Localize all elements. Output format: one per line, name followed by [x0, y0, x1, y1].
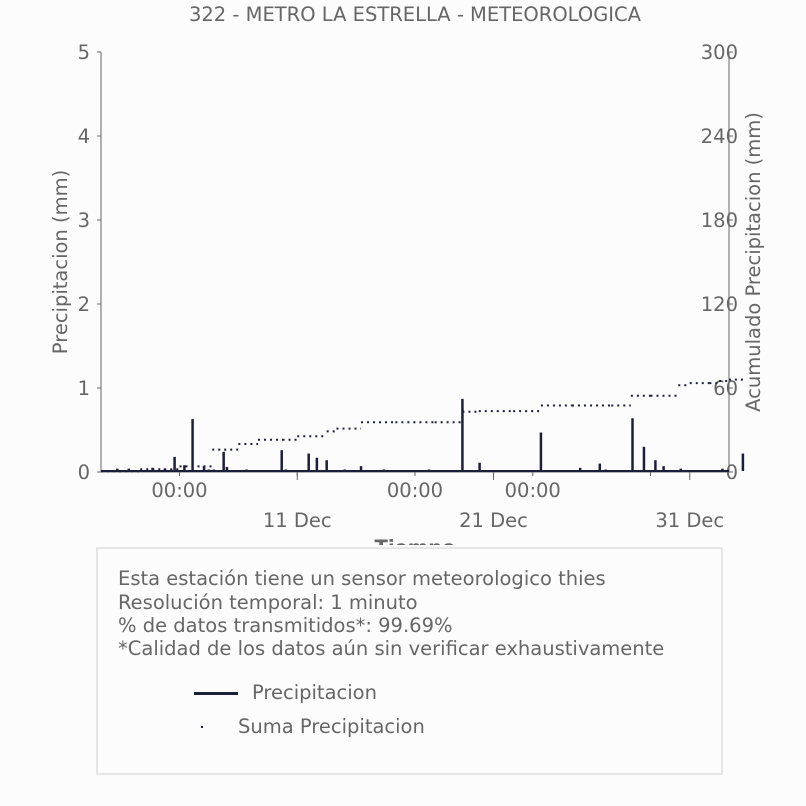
- legend-precipitacion: Precipitacion: [252, 681, 377, 704]
- y-tick-label-left: 3: [78, 209, 90, 232]
- x-tick-label-minor: 00:00: [151, 479, 207, 502]
- x-tick-label-minor: 00:00: [387, 479, 443, 502]
- series-layer: [101, 378, 745, 473]
- x-tick-label-major: 11 Dec: [263, 509, 332, 532]
- temporal-resolution-text: Resolución temporal: 1 minuto: [118, 591, 418, 614]
- quality-note-text: *Calidad de los datos aún sin verificar …: [118, 637, 665, 660]
- chart-title: 322 - METRO LA ESTRELLA - METEOROLOGICA: [189, 3, 642, 26]
- y-tick-label-right: 60: [713, 377, 738, 400]
- y-tick-label-right: 0: [726, 461, 738, 484]
- x-tick-label-minor: 00:00: [505, 479, 561, 502]
- legend-suma-precipitacion: Suma Precipitacion: [238, 715, 425, 738]
- x-tick-label-major: 21 Dec: [459, 509, 528, 532]
- y-tick-label-left: 0: [78, 461, 90, 484]
- precipitation-chart: 322 - METRO LA ESTRELLA - METEOROLOGICA …: [49, 3, 765, 545]
- legend-line-swatch: [194, 692, 238, 695]
- y-tick-label-left: 1: [78, 377, 90, 400]
- y-tick-label-right: 300: [701, 41, 738, 64]
- x-axis-label: Tiempo: [375, 536, 456, 545]
- y-tick-label-right: 180: [701, 209, 738, 232]
- ticks: 0 1 2 3 4 5 0 60 120 180 240 300 00:00 00:00 00:00 11 D…: [78, 41, 738, 532]
- y-axis-label-left: Precipitacion (mm): [49, 170, 72, 354]
- y-tick-label-left: 2: [78, 293, 90, 316]
- legend-dot-swatch: [201, 726, 203, 728]
- station-sensor-text: Esta estación tiene un sensor meteorolog…: [118, 567, 606, 590]
- y-axis-label-right: Acumulado Precipitacion (mm): [742, 112, 765, 412]
- info-box: Esta estación tiene un sensor meteorolog…: [96, 547, 723, 775]
- y-tick-label-left: 4: [78, 125, 90, 148]
- data-transmitted-text: % de datos transmitidos*: 99.69%: [118, 614, 453, 637]
- axes: [100, 52, 730, 473]
- y-tick-label-right: 120: [701, 293, 738, 316]
- y-tick-label-left: 5: [78, 41, 90, 64]
- x-tick-label-major: 31 Dec: [655, 509, 724, 532]
- y-tick-label-right: 240: [701, 125, 738, 148]
